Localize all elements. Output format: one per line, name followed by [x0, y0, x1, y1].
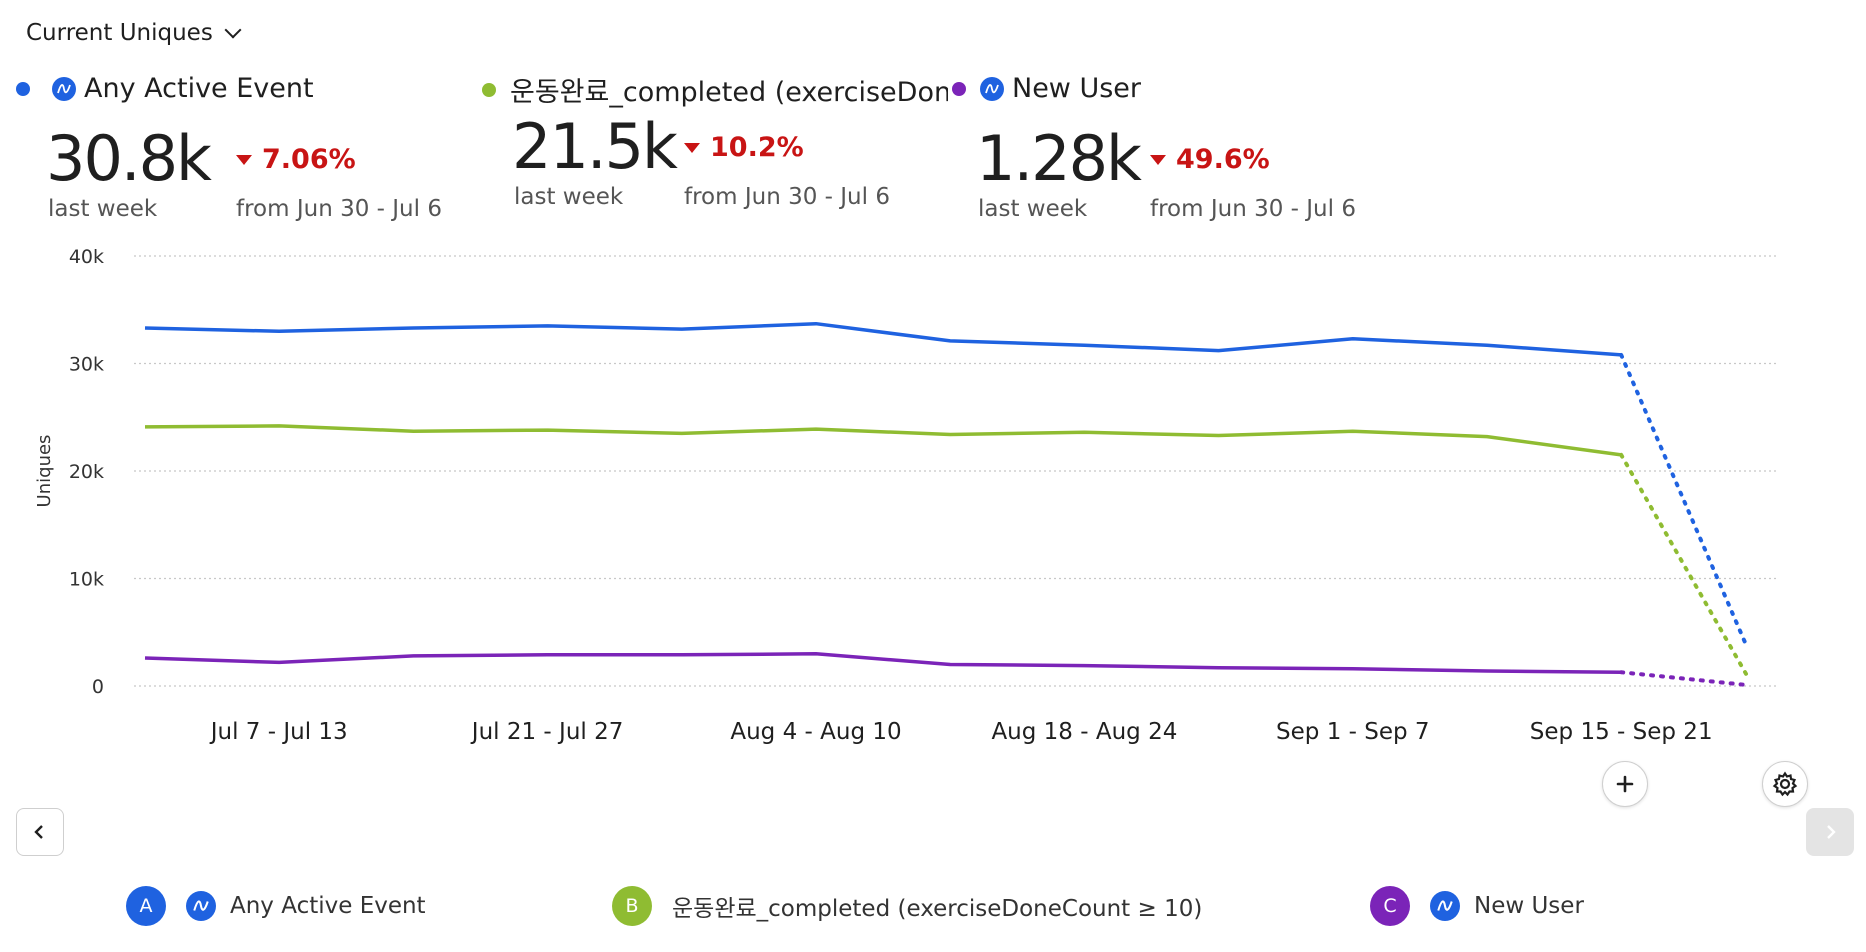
y-tick-label: 0 [92, 676, 104, 698]
x-tick-label: Sep 15 - Sep 21 [1530, 719, 1713, 745]
event-change-c: 49.6% [1150, 144, 1270, 175]
series-line-2 [144, 424, 1622, 457]
line-chart: 0 10k 20k 30k 40k Uniques Jul 7 - Jul 13 Jul 21… [34, 246, 1776, 745]
event-value-b: 21.5k [512, 110, 678, 183]
legend-item-b[interactable]: B 운동완료_completed (exerciseDoneCount ≥ 10… [612, 886, 1202, 926]
metric-dropdown[interactable]: Current Uniques [26, 20, 242, 46]
x-tick-label: Aug 18 - Aug 24 [991, 719, 1177, 745]
settings-button[interactable] [1762, 761, 1808, 807]
series-dot-b [482, 82, 496, 97]
legend-badge-b: B [612, 886, 652, 926]
chevron-right-icon [1827, 825, 1836, 839]
amplitude-icon [186, 891, 216, 921]
y-tick-label: 10k [69, 569, 104, 591]
legend-item-a[interactable]: A Any Active Event [126, 886, 426, 926]
legend-badge-c: C [1370, 886, 1410, 926]
plus-icon [1616, 775, 1634, 793]
event-change-a: 7.06% [236, 144, 356, 175]
series-partial-line-1 [1619, 352, 1749, 648]
event-period-a: last week [48, 196, 158, 222]
legend-label-a: Any Active Event [230, 893, 426, 919]
down-triangle-icon [1150, 154, 1166, 165]
legend-label-b: 운동완료_completed (exerciseDoneCount ≥ 10) [672, 896, 1203, 922]
event-compare-a: from Jun 30 - Jul 6 [236, 196, 442, 222]
y-tick-label: 20k [69, 461, 104, 483]
y-tick-label: 40k [69, 246, 104, 268]
x-tick-label: Aug 4 - Aug 10 [730, 719, 901, 745]
event-change-value-c: 49.6% [1176, 144, 1270, 175]
series-dot-a [16, 81, 30, 96]
series-line-1 [144, 321, 1622, 357]
amplitude-icon [1430, 891, 1460, 921]
series-dot-c [952, 81, 966, 96]
x-tick-label: Sep 1 - Sep 7 [1276, 719, 1430, 745]
amplitude-icon [980, 76, 1004, 101]
next-page-button[interactable] [1806, 808, 1854, 856]
y-axis-label: Uniques [34, 435, 55, 508]
gear-icon [1772, 771, 1798, 797]
series-partial-line-3 [1619, 670, 1749, 687]
event-header-c: New User [948, 73, 1142, 104]
legend-badge-a: A [126, 886, 166, 926]
y-tick-label: 30k [69, 354, 104, 376]
chevron-left-icon [34, 825, 43, 839]
add-button[interactable] [1602, 761, 1648, 807]
event-name-c: New User [1012, 73, 1142, 104]
event-period-b: last week [514, 184, 624, 210]
event-value-a: 30.8k [46, 122, 212, 195]
series-line-3 [144, 652, 1622, 674]
event-change-b: 10.2% [684, 132, 804, 163]
event-value-c: 1.28k [976, 122, 1142, 195]
event-compare-c: from Jun 30 - Jul 6 [1150, 196, 1356, 222]
event-change-value-b: 10.2% [710, 132, 804, 163]
down-triangle-icon [236, 154, 252, 165]
event-header-a: Any Active Event [16, 73, 314, 104]
amplitude-icon [52, 76, 76, 101]
legend-item-c[interactable]: C New User [1370, 886, 1584, 926]
down-triangle-icon [684, 142, 700, 153]
previous-page-button[interactable] [16, 808, 64, 856]
series-partial-line-2 [1619, 452, 1749, 677]
event-compare-b: from Jun 30 - Jul 6 [684, 184, 890, 210]
metric-dropdown-label: Current Uniques [26, 20, 213, 46]
event-change-value-a: 7.06% [262, 144, 356, 175]
legend-label-c: New User [1474, 893, 1584, 919]
x-tick-label: Jul 21 - Jul 27 [470, 719, 624, 745]
event-name-a: Any Active Event [84, 73, 314, 104]
x-tick-label: Jul 7 - Jul 13 [209, 719, 348, 745]
event-period-c: last week [978, 196, 1088, 222]
